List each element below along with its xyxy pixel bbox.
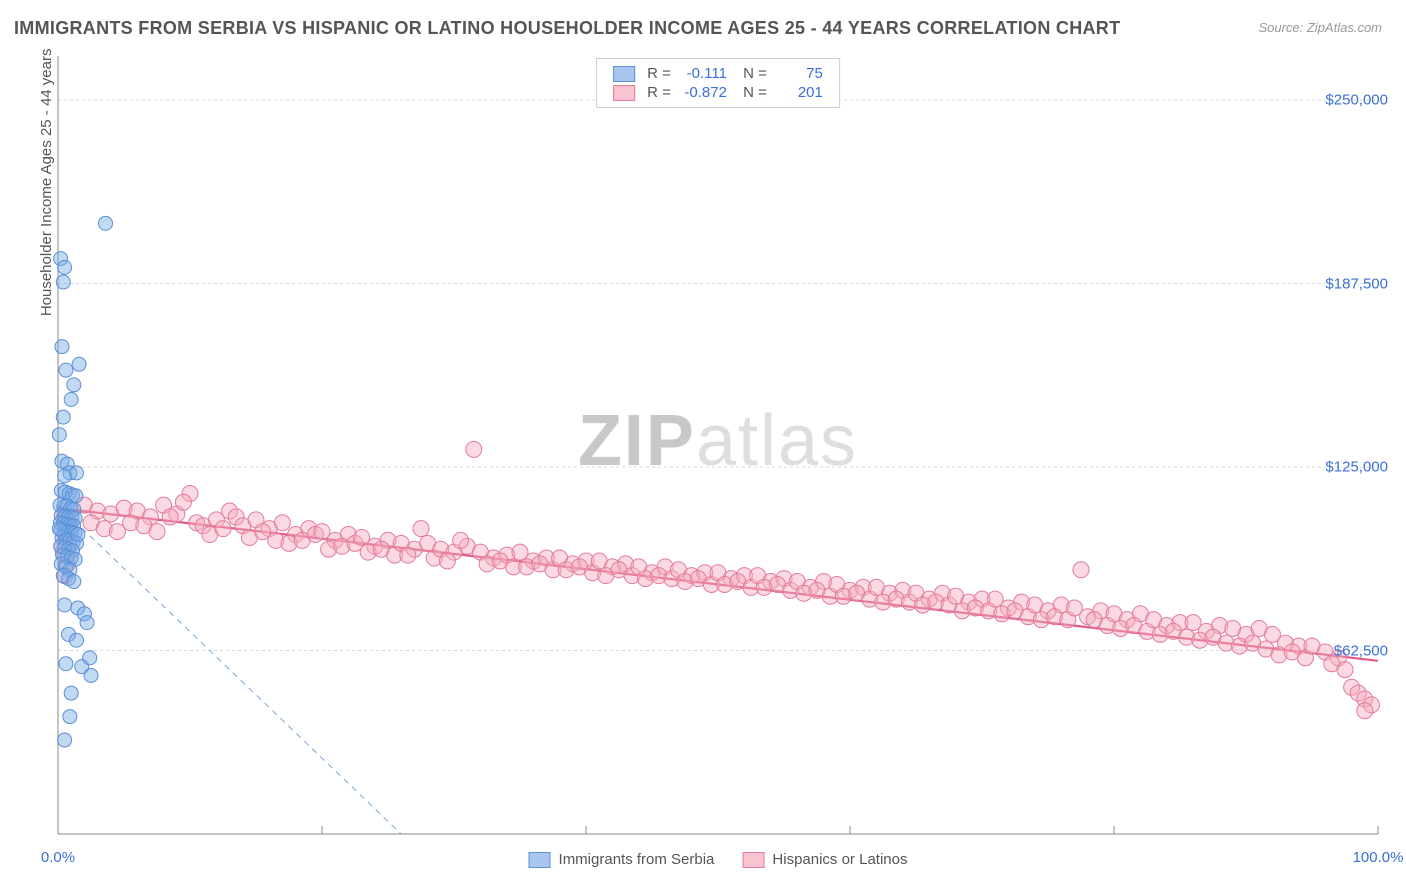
legend-n-label: N =	[733, 83, 773, 102]
chart-title: IMMIGRANTS FROM SERBIA VS HISPANIC OR LA…	[14, 18, 1120, 39]
legend-swatch	[613, 66, 635, 82]
legend-row: R =-0.111 N =75	[607, 64, 829, 83]
legend-swatch	[742, 852, 764, 868]
legend-label: Hispanics or Latinos	[772, 851, 907, 868]
legend-swatch	[613, 85, 635, 101]
legend-n-label: N =	[733, 64, 773, 83]
legend-row: R =-0.872 N =201	[607, 83, 829, 102]
scatter-plot	[48, 50, 1388, 840]
x-tick-label: 0.0%	[41, 849, 75, 866]
source-label: Source: ZipAtlas.com	[1258, 20, 1382, 35]
x-tick-label: 100.0%	[1353, 849, 1404, 866]
y-tick-label: $62,500	[1298, 642, 1388, 659]
legend-item: Immigrants from Serbia	[529, 851, 715, 868]
legend-r-value: -0.872	[677, 83, 733, 102]
y-tick-label: $250,000	[1298, 92, 1388, 109]
legend-n-value: 201	[773, 83, 829, 102]
legend-r-label: R =	[641, 64, 677, 83]
legend-r-value: -0.111	[677, 64, 733, 83]
legend-series: Immigrants from Serbia Hispanics or Latin…	[529, 851, 908, 868]
legend-n-value: 75	[773, 64, 829, 83]
legend-correlation: R =-0.111 N =75R =-0.872 N =201	[596, 58, 840, 108]
legend-swatch	[529, 852, 551, 868]
y-tick-label: $187,500	[1298, 275, 1388, 292]
legend-r-label: R =	[641, 83, 677, 102]
chart-area: Householder Income Ages 25 - 44 years ZI…	[48, 50, 1388, 840]
legend-label: Immigrants from Serbia	[559, 851, 715, 868]
legend-item: Hispanics or Latinos	[742, 851, 907, 868]
y-tick-label: $125,000	[1298, 459, 1388, 476]
